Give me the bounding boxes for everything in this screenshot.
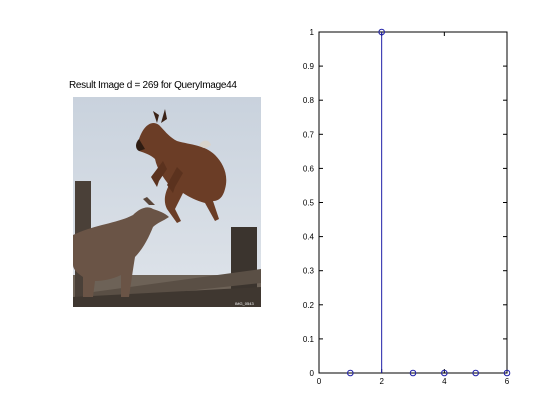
image-title: Result Image d = 269 for QueryImage44 [69, 80, 237, 91]
y-tick-label: 0.7 [303, 130, 315, 139]
plot-area [318, 31, 508, 374]
x-axis: 0 2 4 6 [317, 32, 510, 386]
axes-frame [318, 31, 508, 374]
y-tick-label: 0.9 [303, 62, 315, 71]
y-tick-label: 1 [310, 28, 315, 37]
y-tick-label: 0.5 [303, 199, 315, 208]
x-tick-label: 6 [505, 377, 510, 386]
y-tick-label: 0.3 [303, 267, 315, 276]
stem-marker [503, 369, 511, 377]
stem-marker [378, 28, 385, 36]
y-tick-label: 0 [310, 369, 315, 378]
stem-marker [472, 369, 479, 377]
y-tick-label: 0.4 [303, 233, 315, 242]
x-tick-label: 4 [442, 377, 447, 386]
x-tick-label: 0 [317, 377, 322, 386]
x-tick-label: 2 [379, 377, 384, 386]
y-tick-label: 0.2 [303, 301, 315, 310]
y-tick-label: 0.1 [303, 335, 315, 344]
photo-watermark: IMG_0543 [235, 301, 254, 306]
stem-series [347, 28, 511, 377]
stem-marker [409, 369, 417, 377]
y-tick-label: 0.8 [303, 96, 315, 105]
y-tick-label: 0.6 [303, 164, 315, 173]
stem-marker [347, 369, 354, 377]
stem-marker [441, 369, 448, 377]
y-axis: 0 0.1 0.2 0.3 0.4 0.5 0.6 0.7 0.8 0.9 1 [303, 28, 507, 378]
result-photo: IMG_0543 [73, 97, 261, 307]
